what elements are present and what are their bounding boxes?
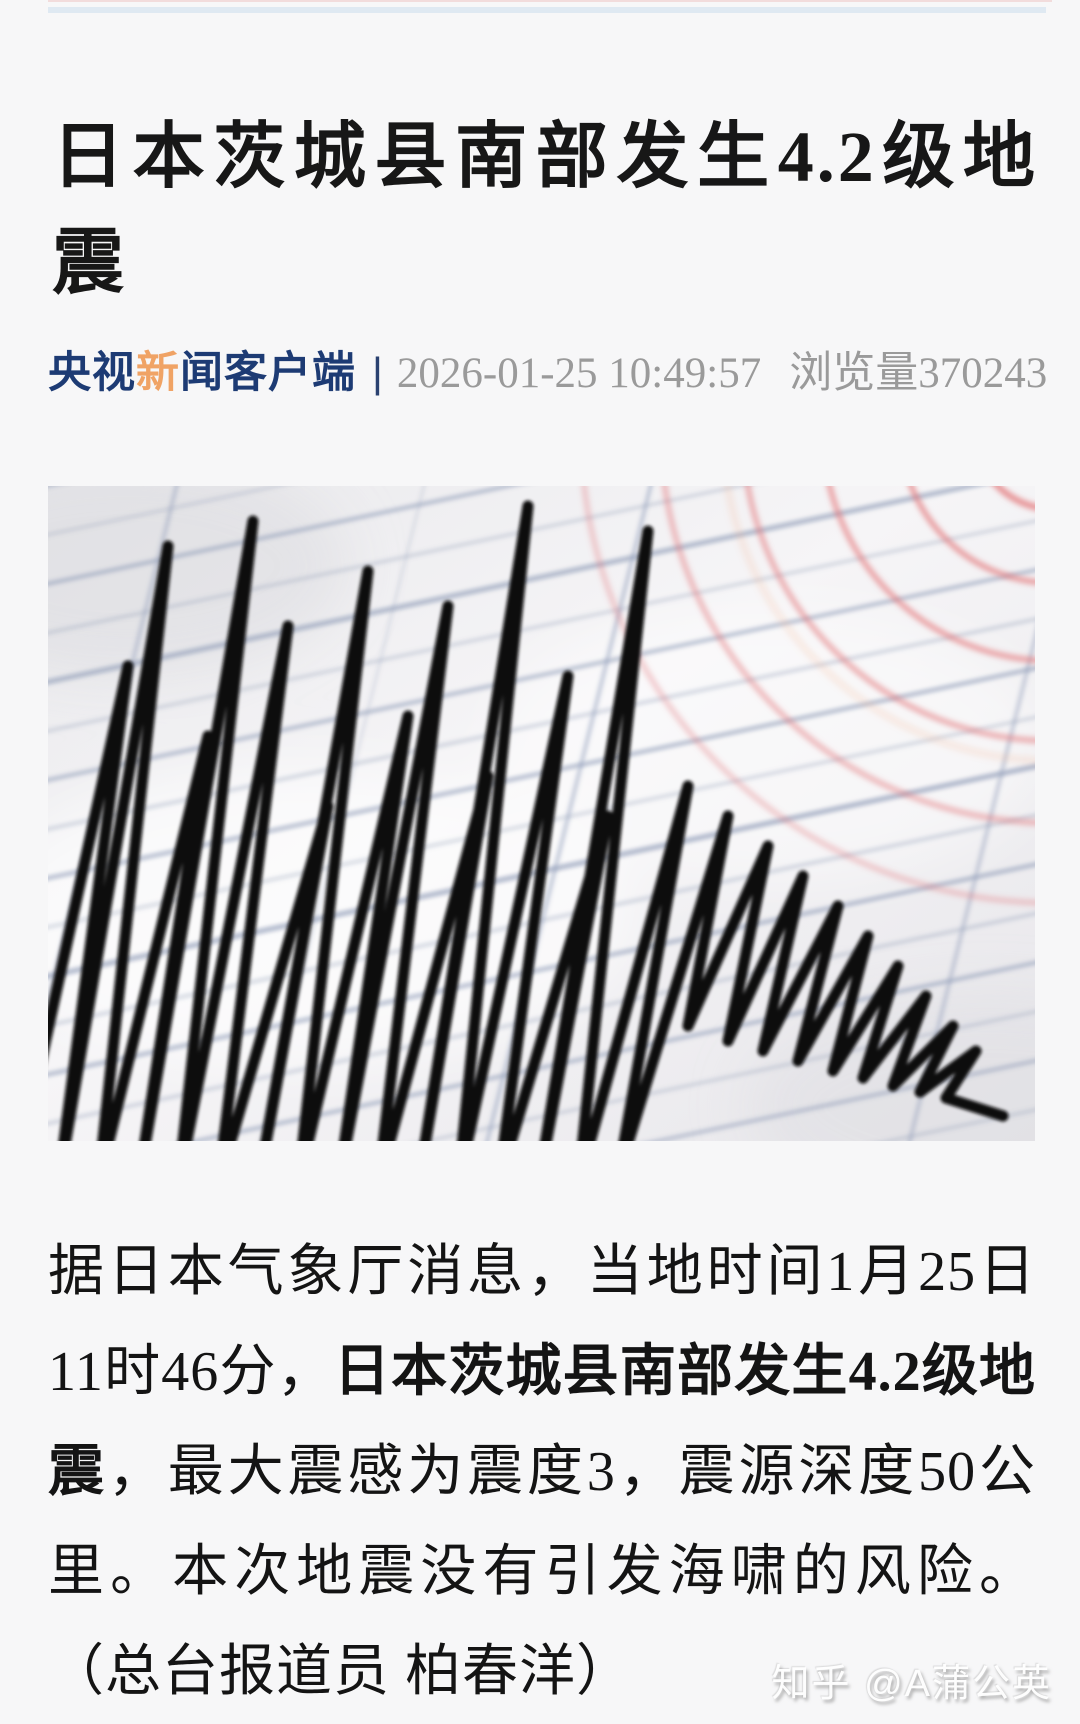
body-line-credit: （总台报道员 柏春洋） xyxy=(48,1622,1036,1722)
body-line: 11时46分，日本茨城县南部发生4.2级地 xyxy=(48,1322,1036,1422)
page-title: 日本茨城县南部发生4.2级地震 xyxy=(52,117,1038,304)
body-segment: 据日本气象厅消息，当地时间1月25日 xyxy=(48,1241,1036,1303)
body-line: 震，最大震感为震度3，震源深度50公 xyxy=(48,1422,1036,1522)
source-part-rest: 闻客户端 xyxy=(180,349,356,397)
byline-separator: | xyxy=(372,349,383,396)
seismograph-photo[interactable] xyxy=(48,486,1035,1141)
source-name: 央视新闻客户端 xyxy=(48,338,356,400)
publish-timestamp: 2026-01-25 10:49:57 xyxy=(396,350,762,397)
source-part-cctv: 央视 xyxy=(48,349,136,397)
body-line: 据日本气象厅消息，当地时间1月25日 xyxy=(48,1222,1036,1322)
top-pink-divider xyxy=(48,0,1052,2)
seismograph-illustration xyxy=(48,486,1035,1141)
source-part-highlight: 新 xyxy=(136,349,180,397)
body-segment-bold: 震 xyxy=(48,1441,108,1503)
seismogram-trace xyxy=(48,500,1009,1141)
body-segment: （总台报道员 柏春洋） xyxy=(48,1641,633,1703)
top-blue-band xyxy=(48,7,1046,13)
zhihu-watermark: 知乎 @A蒲公英 xyxy=(771,1663,1052,1705)
body-line: 里。本次地震没有引发海啸的风险。 xyxy=(48,1522,1036,1622)
body-segment: 11时46分， xyxy=(48,1341,334,1403)
view-count: 浏览量370243 xyxy=(789,350,1048,397)
article-body: 据日本气象厅消息，当地时间1月25日 11时46分，日本茨城县南部发生4.2级地… xyxy=(48,1222,1036,1722)
body-segment: ，最大震感为震度3，震源深度50公 xyxy=(107,1441,1036,1503)
grid-lines xyxy=(48,486,1035,1141)
body-segment: 里。本次地震没有引发海啸的风险。 xyxy=(48,1541,1036,1603)
body-segment-bold: 日本茨城县南部发生4.2级地 xyxy=(333,1341,1036,1403)
byline: 央视新闻客户端 | 2026-01-25 10:49:57 浏览量370243 xyxy=(48,338,1047,397)
